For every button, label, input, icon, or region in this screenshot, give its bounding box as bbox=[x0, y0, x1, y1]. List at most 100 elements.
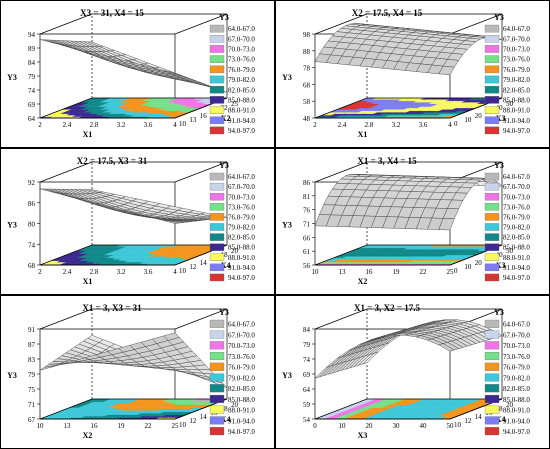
legend-swatch bbox=[209, 35, 225, 43]
box-edge bbox=[174, 161, 228, 183]
x-tick-label: 22 bbox=[145, 422, 153, 430]
legend-swatch bbox=[209, 116, 225, 124]
z-tick-label: 75 bbox=[28, 386, 36, 394]
response-surface bbox=[314, 173, 503, 231]
legend-label: 79.0-82.0 bbox=[228, 76, 255, 84]
x-tick-label: 3.6 bbox=[144, 121, 153, 129]
y-axis-label: X3 bbox=[496, 114, 506, 123]
response-surface bbox=[314, 319, 503, 379]
panel-border bbox=[0, 0, 275, 148]
legend-swatch bbox=[484, 126, 500, 135]
legend-label: 76.0-79.0 bbox=[503, 364, 530, 372]
legend-swatch bbox=[209, 263, 225, 272]
panel-border bbox=[0, 295, 275, 449]
z-tick-label: 68 bbox=[28, 262, 36, 270]
legend-label: 91.0-94.0 bbox=[503, 264, 530, 272]
y-tick-label: 18 bbox=[221, 251, 229, 259]
z-tick-label: 80 bbox=[28, 221, 36, 229]
x-tick-label: 4 bbox=[448, 121, 452, 129]
x-tick-label: 50 bbox=[447, 422, 455, 430]
y-tick-label: 14 bbox=[475, 413, 483, 421]
legend-swatch bbox=[209, 213, 225, 221]
y-tick-label: 22 bbox=[221, 104, 229, 112]
y-tick-label: 10 bbox=[454, 421, 462, 429]
response-surface bbox=[39, 39, 228, 93]
x-tick-label: 10 bbox=[37, 422, 45, 430]
legend-label: 64.0-67.0 bbox=[503, 25, 530, 33]
x-tick-label: 20 bbox=[366, 422, 374, 430]
legend-label: 82.0-85.0 bbox=[503, 385, 530, 393]
panel-border bbox=[275, 0, 550, 148]
contour-floor bbox=[314, 244, 503, 266]
legend-swatch bbox=[484, 85, 500, 94]
legend-swatch bbox=[484, 352, 500, 361]
z-tick-label: 79 bbox=[303, 341, 311, 349]
legend-label: 76.0-79.0 bbox=[503, 66, 530, 74]
box-edge bbox=[174, 308, 228, 330]
legend-swatch bbox=[484, 193, 500, 201]
legend-label: 67.0-70.0 bbox=[228, 183, 255, 191]
y-tick-label: 20 bbox=[475, 112, 483, 120]
y-tick-label: 13 bbox=[189, 116, 197, 124]
z-tick-label: 86 bbox=[303, 179, 311, 187]
z-tick-label: 69 bbox=[303, 371, 311, 379]
legend-label: 82.0-85.0 bbox=[228, 86, 255, 94]
legend-label: 64.0-67.0 bbox=[228, 173, 255, 181]
box-edge bbox=[314, 308, 368, 330]
legend-label: 82.0-85.0 bbox=[503, 234, 530, 242]
legend-swatch bbox=[209, 126, 225, 135]
legend-swatch bbox=[209, 96, 225, 104]
legend-label: 76.0-79.0 bbox=[228, 213, 255, 221]
legend-label: 64.0-67.0 bbox=[503, 173, 530, 181]
legend-label: 67.0-70.0 bbox=[228, 35, 255, 43]
legend-label: 94.0-97.0 bbox=[228, 274, 255, 282]
chart-panel: X2 = 17.5, X3 = 31 92 86 80 74 68 Y3 2 2.4 2.8 3.2… bbox=[0, 148, 275, 295]
legend-swatch bbox=[484, 35, 500, 43]
legend-label: 82.0-85.0 bbox=[503, 86, 530, 94]
z-axis-label: Y3 bbox=[7, 371, 17, 380]
x-tick-label: 16 bbox=[91, 422, 99, 430]
x-tick-label: 3.2 bbox=[392, 121, 401, 129]
legend-label: 88.0-91.0 bbox=[503, 107, 530, 115]
legend-label: 82.0-85.0 bbox=[228, 385, 255, 393]
legend-swatch bbox=[484, 373, 500, 382]
legend-swatch bbox=[484, 233, 500, 241]
legend-swatch bbox=[484, 394, 500, 403]
legend-swatch bbox=[209, 352, 225, 361]
y-tick-label: 14 bbox=[200, 259, 208, 267]
chart-panel: X1 = 3, X4 = 15 86 81 76 71 66 61 56 Y3 10 13 16 19 2… bbox=[275, 148, 550, 295]
z-tick-label: 83 bbox=[28, 356, 36, 364]
y-tick-label: 25 bbox=[231, 100, 239, 108]
legend-swatch bbox=[209, 55, 225, 63]
z-tick-label: 76 bbox=[303, 207, 311, 215]
x-tick-label: 2 bbox=[313, 121, 317, 129]
z-tick-label: 64 bbox=[28, 115, 36, 123]
legend-swatch bbox=[209, 172, 225, 181]
legend-swatch bbox=[484, 330, 500, 339]
x-tick-label: 2.4 bbox=[63, 121, 72, 129]
chart-panel: X2 = 17.5, X4 = 15 98 88 78 68 58 48 Y3 2 2.4 2.8 3… bbox=[275, 0, 550, 148]
legend-swatch bbox=[484, 405, 500, 414]
legend-label: 94.0-97.0 bbox=[228, 428, 255, 436]
chart-title: X2 = 17.5, X4 = 15 bbox=[352, 8, 423, 18]
box-edge bbox=[449, 13, 503, 35]
y-tick-label: 0 bbox=[454, 120, 458, 128]
legend-swatch bbox=[484, 182, 500, 191]
legend-swatch bbox=[484, 263, 500, 272]
x-tick-label: 25 bbox=[172, 422, 180, 430]
legend-swatch bbox=[484, 273, 500, 282]
surface-facet bbox=[163, 332, 180, 341]
x-axis-label: X1 bbox=[83, 130, 93, 139]
legend-swatch bbox=[209, 223, 225, 231]
y-tick-label: 50 bbox=[506, 247, 514, 255]
legend: Y3 64.0-67.0 67.0-70.0 70.0-73.0 73.0-76.0 76… bbox=[209, 308, 255, 436]
x-tick-label: 2.8 bbox=[365, 121, 374, 129]
legend-swatch bbox=[484, 96, 500, 104]
legend-label: 73.0-76.0 bbox=[503, 56, 530, 64]
panel-border bbox=[0, 148, 275, 295]
x-axis-label: X2 bbox=[358, 277, 368, 286]
legend-label: 85.0-88.0 bbox=[228, 244, 255, 252]
legend-swatch bbox=[209, 65, 225, 74]
legend-swatch bbox=[209, 416, 225, 425]
y-axis-label: X4 bbox=[221, 415, 231, 424]
